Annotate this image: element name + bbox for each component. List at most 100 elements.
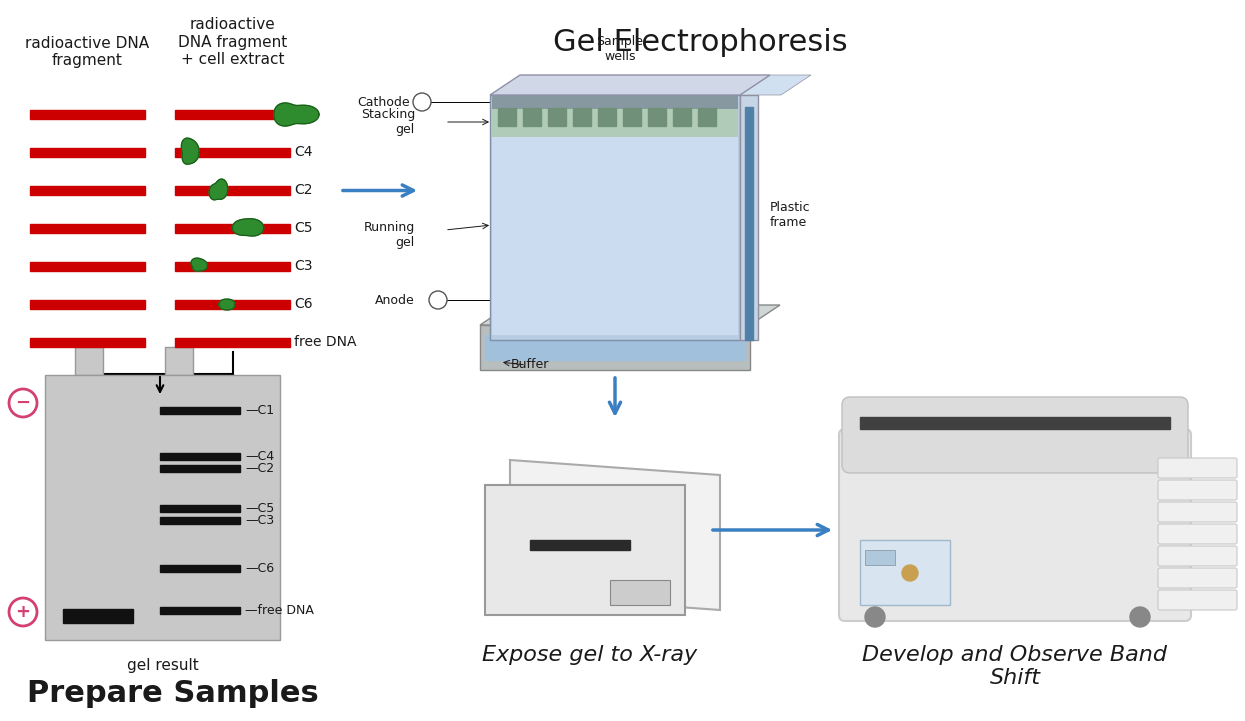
FancyBboxPatch shape <box>1158 568 1238 588</box>
Bar <box>860 540 950 605</box>
Bar <box>548 108 566 126</box>
Polygon shape <box>233 218 264 236</box>
Text: gel result: gel result <box>127 658 198 673</box>
Text: C2: C2 <box>294 184 312 198</box>
Text: Sample
wells: Sample wells <box>596 35 644 63</box>
Text: Expose gel to X-ray: Expose gel to X-ray <box>483 645 697 665</box>
FancyBboxPatch shape <box>842 397 1188 473</box>
Text: Anode: Anode <box>375 293 415 306</box>
Text: Stacking
gel: Stacking gel <box>361 108 415 136</box>
Bar <box>30 186 144 195</box>
Text: +: + <box>433 293 443 306</box>
Bar <box>161 517 240 524</box>
FancyBboxPatch shape <box>1158 480 1238 500</box>
Bar <box>30 224 144 233</box>
Text: C5: C5 <box>294 221 312 236</box>
FancyBboxPatch shape <box>1158 524 1238 544</box>
Text: Plastic
frame: Plastic frame <box>769 201 810 229</box>
Polygon shape <box>209 179 228 200</box>
Bar <box>176 262 290 271</box>
FancyBboxPatch shape <box>1158 590 1238 610</box>
Bar <box>176 224 290 233</box>
Text: —C5: —C5 <box>245 502 274 515</box>
Text: —C1: —C1 <box>245 404 274 417</box>
Text: Buffer: Buffer <box>611 92 649 105</box>
Bar <box>745 107 753 340</box>
Bar <box>622 108 641 126</box>
Bar <box>176 186 290 195</box>
Bar <box>30 110 144 119</box>
Text: radioactive DNA
fragment: radioactive DNA fragment <box>25 36 149 68</box>
Text: C6: C6 <box>294 298 312 311</box>
Text: —C2: —C2 <box>245 462 274 475</box>
Polygon shape <box>182 138 199 164</box>
Text: C1: C1 <box>294 107 312 122</box>
Polygon shape <box>190 258 208 271</box>
Bar <box>740 95 758 340</box>
Text: Gel Electrophoresis: Gel Electrophoresis <box>553 28 848 57</box>
Polygon shape <box>219 299 235 310</box>
Bar <box>161 465 240 472</box>
Text: —C3: —C3 <box>245 514 274 527</box>
Bar <box>30 338 144 347</box>
Bar <box>75 347 103 375</box>
Bar <box>598 108 616 126</box>
Text: radioactive
DNA fragment
+ cell extract: radioactive DNA fragment + cell extract <box>178 17 288 67</box>
Bar <box>492 107 738 137</box>
Bar <box>166 347 193 375</box>
Bar <box>573 108 591 126</box>
Bar <box>492 95 738 109</box>
Text: Buffer: Buffer <box>510 358 549 371</box>
Text: C4: C4 <box>294 146 312 159</box>
Text: free DNA: free DNA <box>294 335 356 350</box>
Text: Cathode: Cathode <box>357 95 410 108</box>
Bar <box>698 108 716 126</box>
Text: +: + <box>15 603 30 621</box>
Polygon shape <box>491 75 769 95</box>
Text: —free DNA: —free DNA <box>245 604 314 617</box>
Bar <box>492 135 738 335</box>
Bar <box>530 540 630 550</box>
Text: Running
gel: Running gel <box>364 221 415 249</box>
Bar <box>491 95 740 340</box>
Circle shape <box>865 607 885 627</box>
Bar <box>161 505 240 512</box>
Bar <box>674 108 691 126</box>
Bar <box>486 335 745 360</box>
Bar <box>45 375 280 640</box>
Bar <box>63 609 133 623</box>
Text: —C4: —C4 <box>245 450 274 463</box>
Circle shape <box>901 565 918 581</box>
Circle shape <box>430 291 447 309</box>
Bar <box>30 300 144 309</box>
Text: Develop and Observe Band
Shift: Develop and Observe Band Shift <box>863 645 1168 689</box>
Polygon shape <box>740 75 810 95</box>
Bar <box>30 148 144 157</box>
Circle shape <box>1130 607 1150 627</box>
Polygon shape <box>510 460 720 610</box>
Text: —C6: —C6 <box>245 562 274 575</box>
Polygon shape <box>486 485 685 615</box>
FancyBboxPatch shape <box>1158 458 1238 478</box>
Text: Prepare Samples: Prepare Samples <box>26 679 319 708</box>
Text: −: − <box>417 95 427 108</box>
Bar <box>30 262 144 271</box>
Bar <box>481 325 749 370</box>
FancyBboxPatch shape <box>1158 502 1238 522</box>
Text: C3: C3 <box>294 260 312 273</box>
FancyBboxPatch shape <box>1158 546 1238 566</box>
Bar <box>498 108 515 126</box>
Bar <box>161 607 240 614</box>
Text: −: − <box>15 394 31 412</box>
Bar <box>161 565 240 572</box>
Polygon shape <box>481 305 781 325</box>
Polygon shape <box>274 103 319 126</box>
FancyBboxPatch shape <box>839 429 1191 621</box>
Bar <box>161 407 240 414</box>
Bar <box>523 108 542 126</box>
Bar <box>176 338 290 347</box>
Bar <box>161 453 240 460</box>
Bar <box>176 110 290 119</box>
Circle shape <box>413 93 431 111</box>
Bar <box>860 417 1170 429</box>
